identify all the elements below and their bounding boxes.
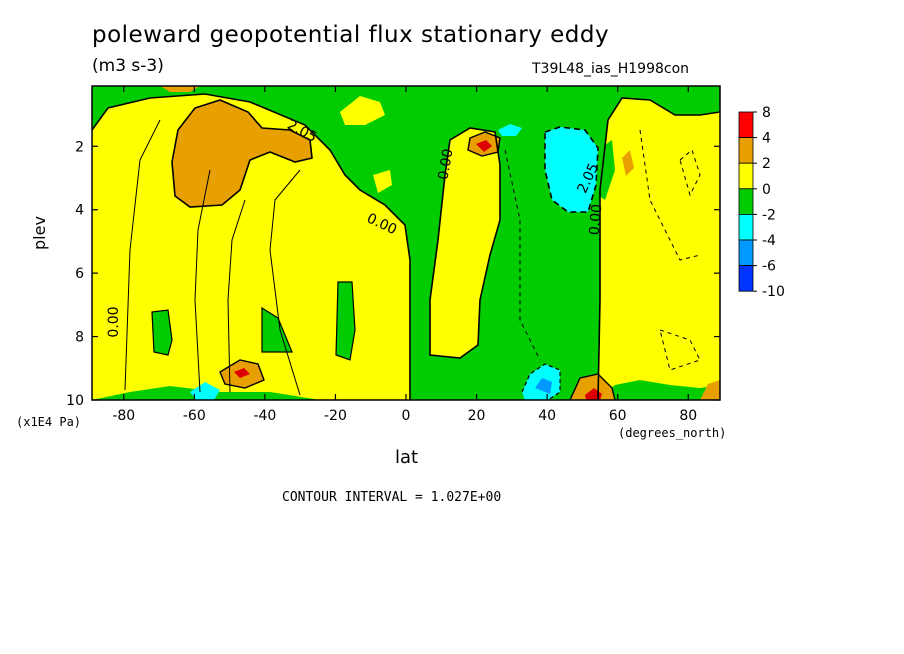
- y-tick-label: 6: [75, 266, 84, 282]
- x-tick-label: -20: [324, 408, 347, 424]
- contour-line: [194, 169, 211, 393]
- x-tick-label: 40: [538, 408, 556, 424]
- chart-title: poleward geopotential flux stationary ed…: [92, 22, 610, 48]
- legend-swatch: [738, 137, 754, 164]
- legend-label: 8: [762, 105, 771, 121]
- legend-label: 0: [762, 182, 771, 198]
- contour-label: 0.00: [587, 203, 606, 235]
- x-tick-label: -60: [183, 408, 206, 424]
- y-tick-label: 10: [66, 393, 84, 409]
- legend-swatch: [738, 239, 754, 267]
- y-axis-ticks: 2 4 6 8 10: [66, 139, 720, 409]
- field-small-positive: [340, 96, 385, 125]
- contour-line: [521, 363, 561, 401]
- contour-line: [679, 149, 701, 197]
- contour-interval-label: CONTOUR INTERVAL = 1.027E+00: [282, 490, 502, 505]
- field-equatorial-positive: [430, 128, 500, 358]
- x-tick-label: 0: [402, 408, 411, 424]
- x-tick-label: 80: [679, 408, 697, 424]
- y-axis-scale-label: (x1E4 Pa): [16, 415, 82, 429]
- field-west-positive: [92, 94, 410, 400]
- field-green-patch-4: [598, 140, 615, 200]
- field-orange-south: [172, 100, 312, 207]
- field-red-equ: [476, 140, 492, 152]
- y-tick-label: 2: [75, 139, 84, 155]
- x-tick-label: -40: [253, 408, 276, 424]
- legend-label: 4: [762, 131, 771, 147]
- field-orange-bottom-2: [700, 380, 720, 400]
- legend-swatch: [738, 265, 754, 292]
- x-tick-label: 20: [468, 408, 486, 424]
- contour-line: [504, 149, 541, 361]
- contour-line: [639, 129, 701, 261]
- y-tick-label: 8: [75, 330, 84, 346]
- contour-line: [261, 306, 293, 353]
- contour-label: 0.00: [435, 148, 456, 181]
- legend-label: -2: [762, 207, 776, 223]
- contour-line: [544, 126, 599, 213]
- field-orange-north-small: [622, 150, 634, 176]
- contour-line: [429, 127, 501, 359]
- field-orange-top: [160, 86, 200, 92]
- legend-label: 2: [762, 156, 771, 172]
- contour-lines: [91, 93, 721, 401]
- y-tick-label: 4: [75, 203, 84, 219]
- field-north-positive: [598, 98, 720, 400]
- contour-line: [219, 359, 265, 389]
- contour-line: [597, 97, 721, 401]
- contour-line: [124, 119, 161, 391]
- contour-line: [91, 93, 411, 400]
- legend-swatch: [738, 188, 754, 215]
- legend-label: -10: [762, 284, 785, 300]
- x-axis-unit-label: (degrees_north): [618, 426, 727, 440]
- x-tick-label: 60: [609, 408, 627, 424]
- field-cyan-sbottom: [190, 382, 220, 400]
- color-legend: 8 4 2 0 -2 -4 -6 -10: [738, 105, 785, 300]
- contour-line: [659, 329, 701, 371]
- contour-line: [467, 131, 501, 157]
- legend-swatch: [738, 213, 754, 241]
- contour-line: [335, 281, 356, 361]
- legend-label: -4: [762, 233, 776, 249]
- legend-label: -6: [762, 259, 776, 275]
- contour-line: [151, 309, 173, 356]
- contour-fields: [92, 86, 720, 400]
- field-small-positive-2: [373, 170, 392, 193]
- contour-label: 0.00: [106, 306, 122, 337]
- run-label: T39L48_ias_H1998con: [532, 61, 690, 77]
- contour-line: [569, 373, 616, 401]
- legend-swatch: [738, 111, 754, 139]
- contour-line: [227, 199, 246, 393]
- field-red-lower: [234, 368, 250, 378]
- x-axis-label: lat: [395, 447, 419, 468]
- contour-line: [171, 99, 313, 208]
- field-cyan-north: [545, 127, 598, 212]
- chart-units: (m3 s-3): [92, 56, 164, 76]
- field-green-patch-1: [152, 310, 172, 355]
- field-blue-bottom: [535, 378, 552, 394]
- x-tick-label: -80: [112, 408, 135, 424]
- legend-swatch: [738, 162, 754, 190]
- field-green-patch-3: [336, 282, 355, 360]
- field-green-patch-2: [262, 308, 292, 352]
- field-cyan-equ: [498, 124, 522, 136]
- x-axis-ticks: -80 -60 -40 -20 0 20 40 60 80: [112, 86, 697, 424]
